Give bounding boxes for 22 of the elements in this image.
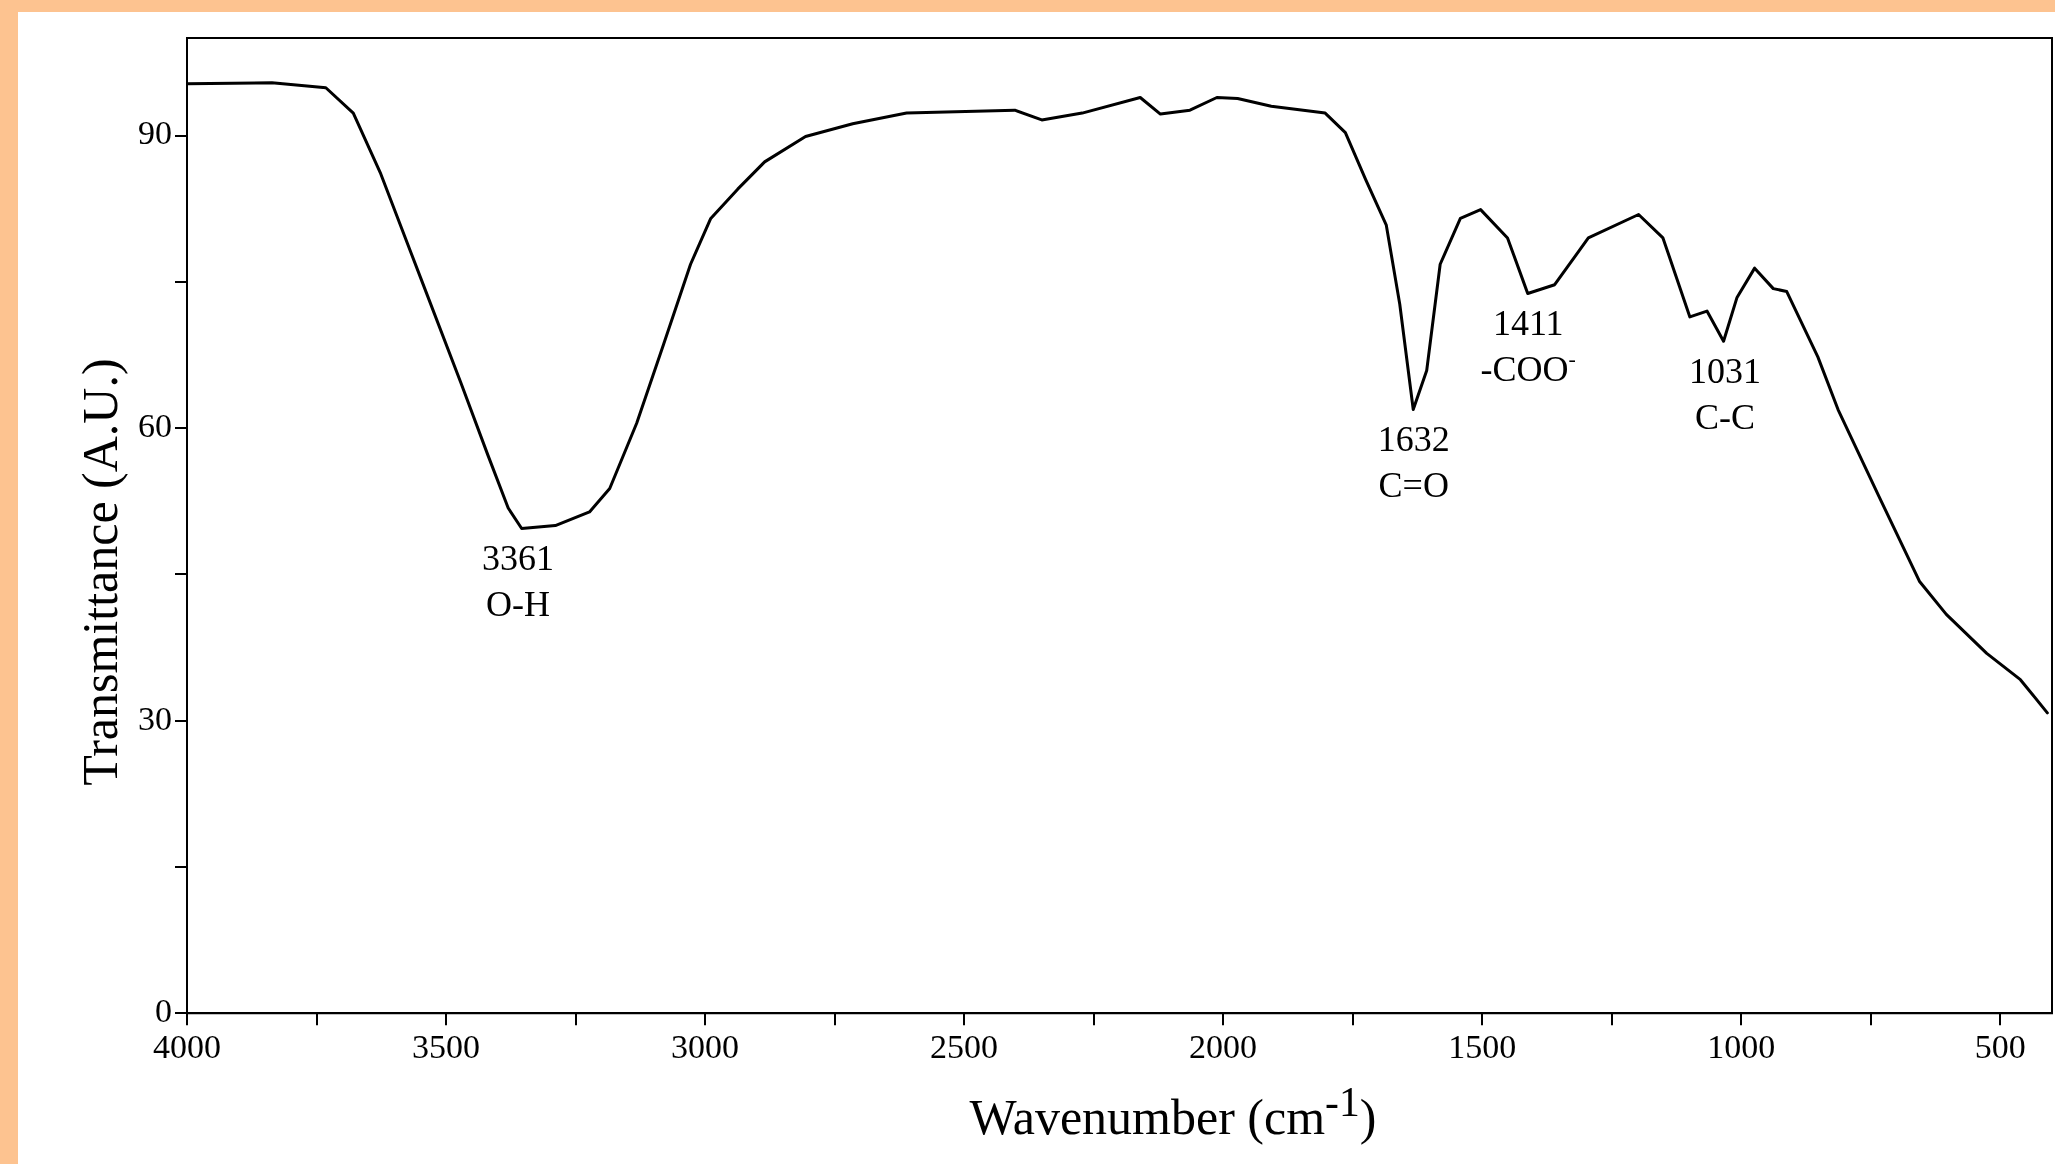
x-tick-label: 3500 xyxy=(412,1027,481,1065)
y-tick-label: 0 xyxy=(155,992,172,1030)
x-tick-label: 500 xyxy=(1974,1027,2026,1065)
x-tick-label: 1500 xyxy=(1448,1027,1517,1065)
x-tick-label: 3000 xyxy=(671,1027,740,1065)
x-tick-label: 2000 xyxy=(1189,1027,1258,1065)
x-axis-title: Wavenumber (cm$^{-1}$) xyxy=(969,1078,1377,1146)
y-tick-label: 60 xyxy=(138,407,172,444)
y-tick-label: 90 xyxy=(138,114,172,152)
annotation: 3361 xyxy=(482,537,555,578)
annotation: 1632 xyxy=(1377,419,1450,459)
x-tick-label: 2500 xyxy=(930,1027,999,1065)
annotation: C-C xyxy=(1695,396,1756,437)
annotation: 1411 xyxy=(1492,302,1564,343)
annotation: -COO- xyxy=(1480,346,1576,389)
annotation: C=O xyxy=(1378,465,1449,505)
x-tick-label: 4000 xyxy=(153,1027,221,1065)
y-tick-label: 30 xyxy=(138,699,172,737)
x-tick-label: 1000 xyxy=(1707,1027,1776,1065)
y-axis-title: Transmittance (A.U.) xyxy=(71,358,129,786)
annotation: O-H xyxy=(486,583,551,624)
annotation: 1031 xyxy=(1689,350,1762,391)
